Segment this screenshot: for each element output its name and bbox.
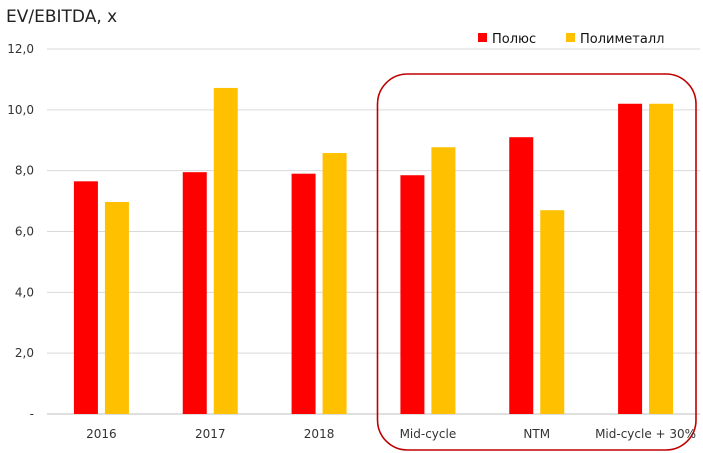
bar-polyus-Mid-cycle <box>400 175 425 414</box>
bar-polyus-2018 <box>291 173 316 414</box>
y-tick-label: - <box>30 407 34 421</box>
highlight-group <box>376 73 697 451</box>
y-tick-label: 4,0 <box>15 285 34 299</box>
x-tick-label: Mid-cycle + 30% <box>595 427 696 441</box>
y-axis-ticks: - 2,0 4,0 6,0 8,0 10,0 12,0 <box>7 42 34 421</box>
x-tick-label: 2016 <box>86 427 117 441</box>
bar-polyus-NTM <box>509 137 534 415</box>
y-tick-label: 12,0 <box>7 42 34 56</box>
y-tick-label: 6,0 <box>15 225 34 239</box>
x-tick-label: Mid-cycle <box>400 427 457 441</box>
y-tick-label: 10,0 <box>7 103 34 117</box>
legend: Полюс Полиметалл <box>478 32 664 47</box>
bars <box>73 87 674 415</box>
bar-polyus-2017 <box>182 172 207 414</box>
y-tick-label: 2,0 <box>15 346 34 360</box>
legend-swatch-polyus <box>478 33 487 42</box>
x-tick-label: 2017 <box>195 427 226 441</box>
bar-polymetal-NTM <box>540 210 565 414</box>
y-tick-label: 8,0 <box>15 164 34 178</box>
bar-polymetal-2016 <box>104 201 129 414</box>
legend-label-polymetal: Полиметалл <box>580 32 664 47</box>
bar-polymetal-2017 <box>213 87 238 414</box>
legend-swatch-polymetal <box>566 33 575 42</box>
x-tick-label: 2018 <box>304 427 335 441</box>
bar-polymetal-Mid-cycle + 30% <box>649 103 674 414</box>
x-tick-label: NTM <box>523 427 550 441</box>
gridlines <box>47 48 700 415</box>
x-axis-ticks: 2016 2017 2018 Mid-cycle NTM Mid-cycle + 30% <box>86 427 696 441</box>
bar-polyus-Mid-cycle + 30% <box>618 103 643 414</box>
legend-label-polyus: Полюс <box>492 32 536 47</box>
bar-polyus-2016 <box>73 181 98 414</box>
chart-title: EV/EBITDA, x <box>6 7 117 27</box>
bar-polymetal-Mid-cycle <box>431 147 456 414</box>
highlight-frame <box>376 73 697 451</box>
bar-polymetal-2018 <box>322 153 347 414</box>
